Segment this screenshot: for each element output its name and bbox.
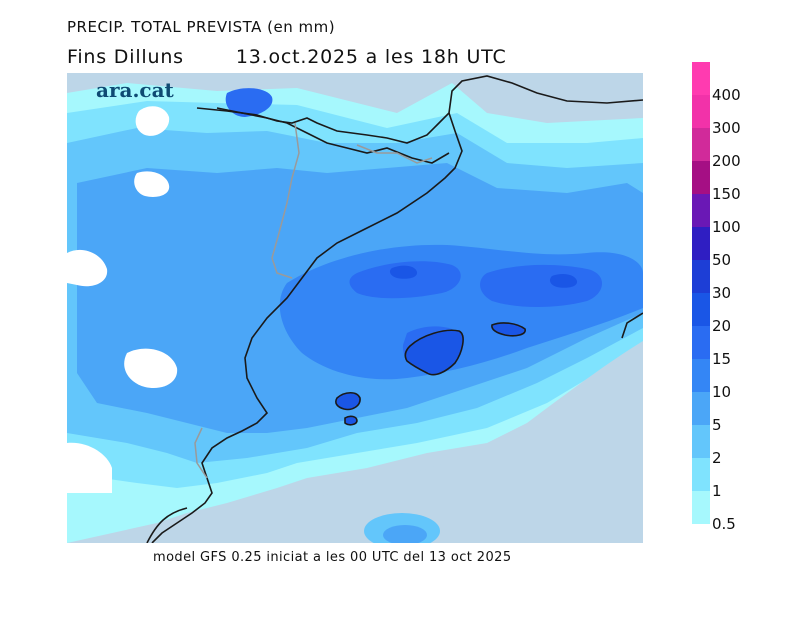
legend-swatch-100 [692, 194, 710, 227]
precip-band-15d [225, 88, 273, 117]
dry-area-3 [124, 348, 178, 389]
legend-label-0-5: 0.5 [712, 515, 736, 533]
legend-swatch-15 [692, 326, 710, 359]
border-valencia [194, 427, 208, 479]
legend-label-200: 200 [712, 152, 741, 170]
legend-label-30: 30 [712, 284, 732, 302]
precip-band-15b [480, 264, 602, 307]
model-info: model GFS 0.25 iniciat a les 00 UTC del … [153, 550, 512, 565]
island-mallorca [404, 329, 464, 376]
sea-southeast [287, 341, 643, 543]
island-menorca [491, 322, 526, 337]
legend-swatch-10 [692, 359, 710, 392]
valid-time: Fins Dilluns 13.oct.2025 a les 18h UTC [67, 46, 507, 68]
dry-area-2 [67, 249, 108, 287]
precip-band-15 [349, 261, 461, 299]
legend-swatch-5 [692, 392, 710, 425]
legend-label-100: 100 [712, 218, 741, 236]
legend-label-400: 400 [712, 86, 741, 104]
dry-area-4 [67, 442, 112, 493]
legend-swatch-0-5 [692, 491, 710, 524]
legend-swatch-20 [692, 293, 710, 326]
island-ibiza [335, 391, 361, 411]
legend-swatch-30 [692, 260, 710, 293]
legend-swatch-300 [692, 95, 710, 128]
valid-prefix: Fins Dilluns [67, 46, 184, 68]
legend-swatch-400 [692, 62, 710, 95]
legend-swatch-200 [692, 128, 710, 161]
ara-cat-logo: ara.cat [96, 78, 174, 102]
sea-northeast [452, 73, 643, 111]
dry-area-5 [134, 171, 170, 197]
legend-swatch-150 [692, 161, 710, 194]
precip-core-20b [549, 273, 578, 288]
coastline-north-africa [146, 507, 188, 543]
legend-label-150: 150 [712, 185, 741, 203]
legend-label-1: 1 [712, 482, 722, 500]
legend-swatch-2 [692, 425, 710, 458]
border-aragon-catalonia [271, 122, 300, 279]
dry-area-1 [135, 106, 170, 136]
legend-label-15: 15 [712, 350, 732, 368]
coastline-catalonia [151, 112, 463, 543]
island-formentera [344, 415, 358, 426]
precip-spot-south-core [383, 525, 427, 543]
legend-label-10: 10 [712, 383, 732, 401]
legend-label-50: 50 [712, 251, 732, 269]
border-pyrenees-internal [356, 144, 433, 164]
legend-label-2: 2 [712, 449, 722, 467]
border-france-spain [216, 107, 450, 164]
island-sardinia-edge [621, 312, 643, 339]
valid-date: 13.oct.2025 a les 18h UTC [235, 46, 507, 68]
legend-label-300: 300 [712, 119, 741, 137]
precip-core-20 [389, 265, 418, 279]
map-title: PRECIP. TOTAL PREVISTA (en mm) [67, 18, 336, 36]
legend-swatch-1 [692, 458, 710, 491]
legend-label-20: 20 [712, 317, 732, 335]
legend-label-5: 5 [712, 416, 722, 434]
legend-swatch-50 [692, 227, 710, 260]
precipitation-map [67, 73, 643, 543]
